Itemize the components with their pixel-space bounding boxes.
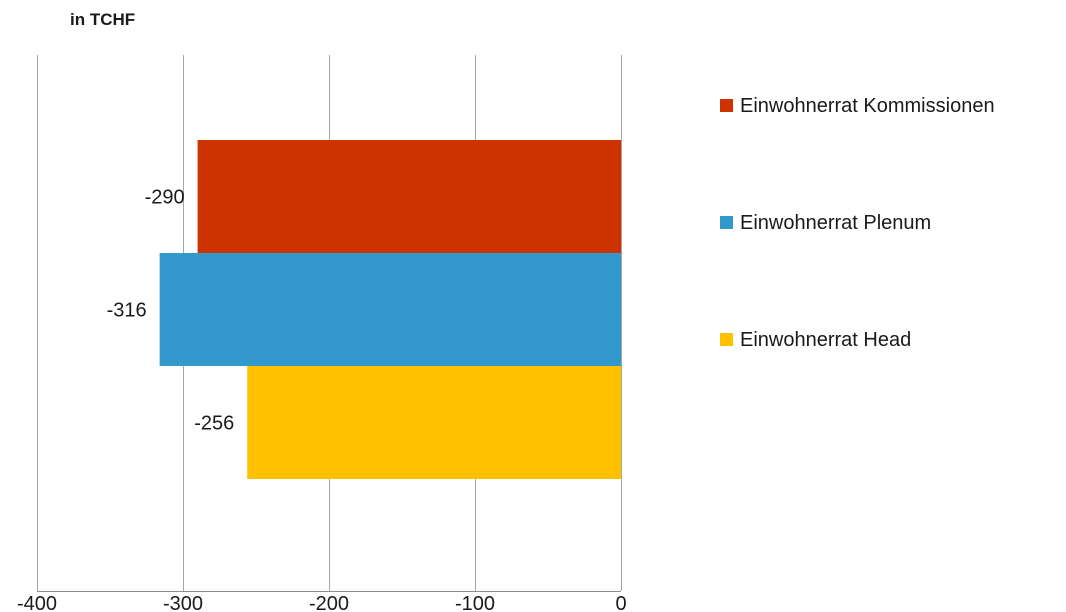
- x-tick-label: -300: [163, 593, 203, 612]
- x-tick-label: -400: [17, 593, 57, 612]
- x-tick-label: -200: [309, 593, 349, 612]
- data-labels: -290 -316 -256: [107, 187, 235, 435]
- legend-swatch: [720, 333, 733, 346]
- legend: Einwohnerrat Kommissionen Einwohnerrat Pl…: [720, 95, 995, 351]
- x-axis-ticks: -400 -300 -200 -100 0: [17, 593, 627, 612]
- legend-swatch: [720, 99, 733, 112]
- legend-label: Einwohnerrat Plenum: [740, 212, 931, 234]
- bar: [159, 253, 621, 366]
- x-tick-label: 0: [615, 593, 626, 612]
- bar-value-label: -256: [194, 413, 234, 435]
- bar: [247, 366, 622, 479]
- legend-swatch: [720, 216, 733, 229]
- bar: [197, 140, 621, 253]
- legend-label: Einwohnerrat Head: [740, 329, 911, 351]
- x-tick-label: -100: [455, 593, 495, 612]
- unit-label: in TCHF: [70, 10, 135, 29]
- bar-value-label: -316: [107, 300, 147, 322]
- legend-label: Einwohnerrat Kommissionen: [740, 95, 995, 117]
- bars: [159, 140, 622, 479]
- bar-value-label: -290: [145, 187, 185, 209]
